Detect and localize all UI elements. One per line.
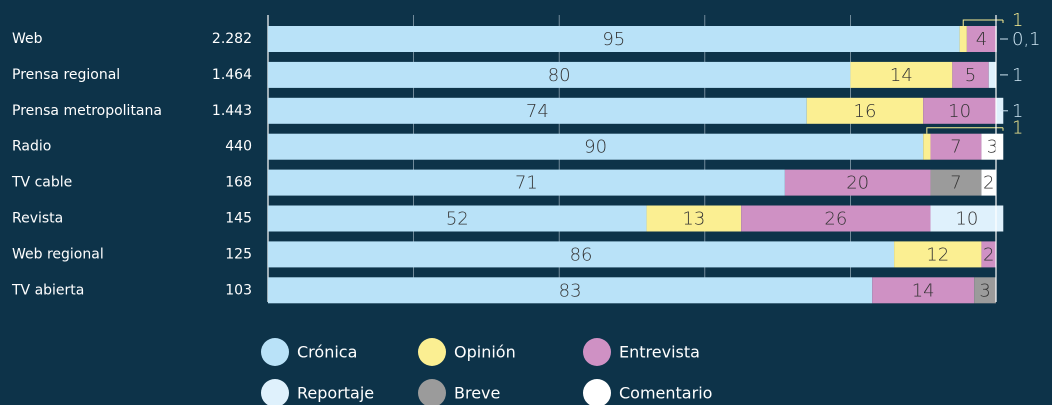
segment-label: 71 bbox=[515, 173, 538, 194]
total-label: 440 bbox=[225, 139, 252, 155]
bar-segment bbox=[996, 97, 1004, 124]
segment-label: 2 bbox=[983, 173, 994, 194]
segment-label: 4 bbox=[976, 29, 987, 50]
segment-label: 10 bbox=[948, 101, 971, 122]
legend-label: Comentario bbox=[619, 384, 712, 403]
segment-label: 86 bbox=[570, 244, 593, 265]
bar-segment bbox=[981, 133, 1004, 160]
bar-segment bbox=[988, 61, 996, 88]
total-label: 168 bbox=[225, 175, 252, 191]
bar-segment bbox=[872, 277, 975, 304]
legend-swatch bbox=[583, 379, 611, 405]
category-label: Revista bbox=[12, 211, 63, 227]
segment-label: 14 bbox=[890, 65, 913, 86]
bar-segment bbox=[268, 97, 807, 124]
bar-segment bbox=[268, 26, 960, 52]
category-label: Radio bbox=[12, 139, 51, 155]
bar-segment bbox=[741, 205, 931, 232]
legend-swatch bbox=[261, 379, 289, 405]
bar-segment bbox=[806, 97, 924, 124]
callout-label: 0,1 bbox=[1012, 29, 1041, 50]
bar-segment bbox=[930, 205, 1004, 232]
bar-segment bbox=[268, 241, 895, 268]
category-label: Web bbox=[12, 31, 43, 47]
segment-label: 16 bbox=[854, 101, 877, 122]
segment-label: 10 bbox=[955, 209, 978, 230]
segment-label: 95 bbox=[602, 29, 625, 50]
callout-label: 1 bbox=[1012, 65, 1023, 86]
leader-line bbox=[962, 19, 1003, 26]
bar-segment bbox=[268, 133, 924, 160]
bar-segment bbox=[894, 241, 982, 268]
legend-swatch bbox=[418, 379, 446, 405]
segment-label: 7 bbox=[950, 137, 961, 158]
legend-swatch bbox=[261, 338, 289, 366]
callout-label: 1 bbox=[1012, 10, 1023, 31]
segment-label: 3 bbox=[987, 137, 998, 158]
total-label: 1.443 bbox=[212, 103, 252, 119]
category-label: TV cable bbox=[11, 175, 72, 191]
bar-segment bbox=[974, 277, 996, 304]
category-label: Prensa regional bbox=[12, 67, 120, 83]
legend-swatch bbox=[418, 338, 446, 366]
total-label: 125 bbox=[225, 246, 252, 262]
callout-label: 1 bbox=[1012, 118, 1023, 139]
segment-label: 83 bbox=[559, 280, 582, 301]
segment-label: 3 bbox=[979, 280, 990, 301]
total-label: 2.282 bbox=[212, 31, 252, 47]
legend-swatch bbox=[583, 338, 611, 366]
segment-label: 26 bbox=[824, 209, 847, 230]
bar-segment bbox=[923, 97, 996, 124]
bar-segment bbox=[981, 169, 996, 196]
callout-label: 1 bbox=[1012, 101, 1023, 122]
bar-segment bbox=[268, 61, 851, 88]
segment-label: 80 bbox=[548, 65, 571, 86]
total-label: 1.464 bbox=[212, 67, 252, 83]
bar-segment bbox=[268, 277, 873, 304]
bar-segment bbox=[923, 133, 931, 160]
segment-label: 13 bbox=[682, 209, 705, 230]
segment-label: 74 bbox=[526, 101, 549, 122]
segment-label: 20 bbox=[846, 173, 869, 194]
legend-label: Opinión bbox=[454, 343, 516, 362]
bar-segment bbox=[850, 61, 953, 88]
legend-label: Entrevista bbox=[619, 343, 700, 362]
segment-label: 90 bbox=[584, 137, 607, 158]
bar-segment bbox=[784, 169, 931, 196]
bar-segment bbox=[959, 26, 967, 52]
legend-label: Crónica bbox=[297, 343, 357, 362]
total-label: 103 bbox=[225, 282, 252, 298]
total-label: 145 bbox=[225, 211, 252, 227]
segment-label: 2 bbox=[983, 244, 994, 265]
segment-label: 12 bbox=[926, 244, 949, 265]
legend-label: Reportaje bbox=[297, 384, 374, 403]
category-label: Prensa metropolitana bbox=[12, 103, 162, 119]
bar-segment bbox=[268, 205, 647, 232]
leader-line bbox=[926, 127, 1003, 134]
segment-label: 7 bbox=[950, 173, 961, 194]
bar-segment bbox=[966, 26, 996, 52]
segment-label: 14 bbox=[912, 280, 935, 301]
bar-segment bbox=[930, 169, 982, 196]
bar-segment bbox=[981, 241, 996, 268]
bar-segment bbox=[268, 169, 785, 196]
legend-label: Breve bbox=[454, 384, 500, 403]
bar-segment bbox=[952, 61, 989, 88]
bar-segment bbox=[930, 133, 982, 160]
category-label: TV abierta bbox=[11, 282, 84, 298]
category-label: Web regional bbox=[12, 246, 104, 262]
bar-segment bbox=[646, 205, 742, 232]
segment-label: 52 bbox=[446, 209, 469, 230]
segment-label: 5 bbox=[965, 65, 976, 86]
